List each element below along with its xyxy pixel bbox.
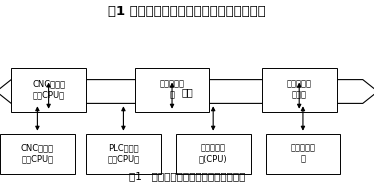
Bar — [135, 68, 209, 112]
Text: 总线: 总线 — [181, 87, 193, 97]
Text: CNC管理模
块（CPU）: CNC管理模 块（CPU） — [32, 80, 65, 100]
Text: 位置控制模
块(CPU): 位置控制模 块(CPU) — [199, 144, 227, 164]
Text: CNC插补模
块（CPU）: CNC插补模 块（CPU） — [21, 144, 54, 164]
Bar — [176, 134, 251, 174]
Bar — [266, 134, 340, 174]
Text: 主存储器模
块: 主存储器模 块 — [160, 80, 184, 100]
Bar — [86, 134, 161, 174]
Text: 操作面板量
示模块: 操作面板量 示模块 — [287, 80, 312, 100]
Text: 图1 是分布式数控系统共享总线基本结构。: 图1 是分布式数控系统共享总线基本结构。 — [108, 5, 266, 18]
Bar — [11, 68, 86, 112]
Text: 图1   分布式数控系统共享总线基本结构: 图1 分布式数控系统共享总线基本结构 — [129, 171, 245, 181]
Text: PLC功能模
块（CPU）: PLC功能模 块（CPU） — [107, 144, 140, 164]
Bar — [0, 134, 75, 174]
Polygon shape — [0, 80, 374, 103]
Bar — [262, 68, 337, 112]
Text: 主轴控制模
块: 主轴控制模 块 — [291, 144, 315, 164]
